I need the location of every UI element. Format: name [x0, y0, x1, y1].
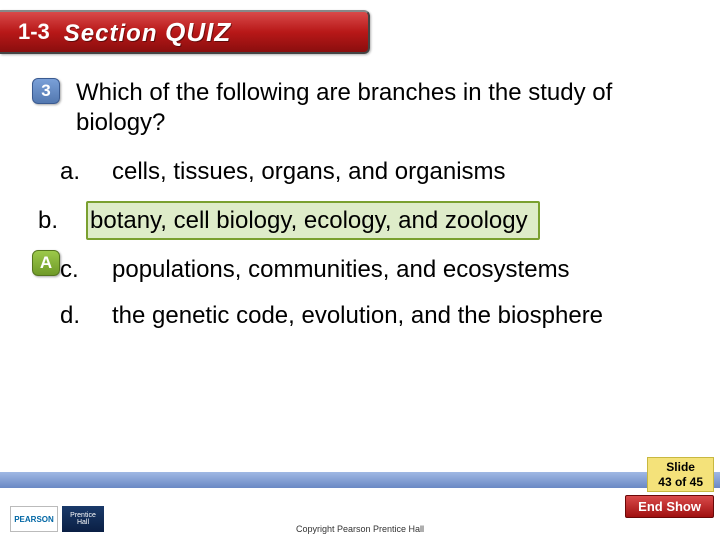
option-prefix: a. [86, 156, 112, 187]
pearson-logo: PEARSON [10, 506, 58, 532]
quiz-content: 3 Which of the following are branches in… [34, 78, 684, 345]
slide-counter: Slide 43 of 45 [647, 457, 714, 492]
ph-line2: Hall [77, 519, 89, 526]
option-prefix: d. [86, 300, 112, 331]
option-c[interactable]: c.populations, communities, and ecosyste… [84, 254, 684, 285]
option-text: populations, communities, and ecosystems [112, 256, 570, 283]
quiz-word: QUIZ [165, 17, 231, 47]
option-d[interactable]: d.the genetic code, evolution, and the b… [84, 300, 684, 331]
option-b[interactable]: b.botany, cell biology, ecology, and zoo… [84, 201, 684, 240]
options-list: a.cells, tissues, organs, and organisms … [84, 156, 684, 331]
slide-label: Slide [666, 460, 695, 474]
ph-line1: Prentice [70, 512, 96, 519]
correct-highlight: b.botany, cell biology, ecology, and zoo… [86, 201, 540, 240]
option-text: cells, tissues, organs, and organisms [112, 158, 506, 185]
copyright-text: Copyright Pearson Prentice Hall [296, 524, 424, 534]
question-number-badge: 3 [32, 78, 60, 104]
publisher-logo: PEARSON Prentice Hall [10, 506, 104, 532]
section-number: 1-3 [18, 19, 50, 45]
section-quiz-label: Section QUIZ [64, 17, 231, 48]
footer-bar [0, 472, 720, 488]
section-word: Section [64, 20, 158, 47]
option-prefix: b. [64, 205, 90, 236]
slide-current: 43 [658, 475, 671, 489]
end-show-button[interactable]: End Show [625, 495, 714, 518]
question-text: Which of the following are branches in t… [76, 78, 684, 138]
answer-badge: A [32, 250, 60, 276]
option-text: botany, cell biology, ecology, and zoolo… [90, 207, 528, 234]
option-prefix: c. [86, 254, 112, 285]
slide-total: 45 [690, 475, 703, 489]
option-text: the genetic code, evolution, and the bio… [112, 302, 603, 329]
slide-of: of [675, 475, 686, 489]
prentice-hall-logo: Prentice Hall [62, 506, 104, 532]
section-quiz-header: 1-3 Section QUIZ [0, 10, 370, 54]
option-a[interactable]: a.cells, tissues, organs, and organisms [84, 156, 684, 187]
